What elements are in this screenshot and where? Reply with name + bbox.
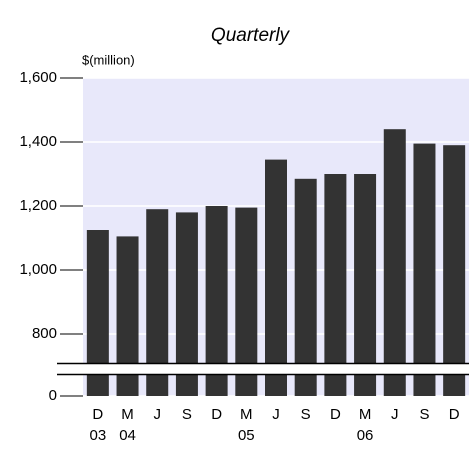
chart-subtitle: Quarterly [211,25,291,46]
x-year-label: 05 [238,427,255,444]
y-tick-label: 1,000 [19,261,57,278]
bar [443,145,466,396]
y-tick-label: 1,400 [19,133,57,150]
x-tick-label: D [211,406,222,423]
x-year-label: 04 [119,427,136,444]
x-tick-label: M [240,406,253,423]
x-tick-label: J [391,406,399,423]
bar [324,174,347,396]
y-tick-label: 1,200 [19,197,57,214]
bar [413,143,436,396]
x-tick-label: J [272,406,280,423]
x-tick-label: M [359,406,372,423]
bar [175,212,198,396]
bar [86,230,109,396]
bar [205,206,228,396]
axis-break-gap [57,364,469,374]
x-tick-label: J [153,406,161,423]
bar [146,209,169,396]
bar [383,129,406,396]
x-tick-label: D [330,406,341,423]
x-year-label: 03 [90,427,107,444]
x-tick-label: S [419,406,429,423]
bar [116,236,139,396]
x-tick-label: D [449,406,460,423]
x-tick-label: S [182,406,192,423]
y-tick-label: 0 [49,387,57,404]
y-tick-label: 800 [32,325,57,342]
x-year-label: 06 [357,427,374,444]
x-tick-label: D [92,406,103,423]
y-axis-label: $(million) [82,52,135,67]
x-tick-label: M [121,406,134,423]
y-tick-label: 1,600 [19,69,57,86]
bar [354,174,377,396]
bar [265,159,287,396]
bar [294,178,317,396]
x-tick-label: S [301,406,311,423]
bar [235,207,258,396]
